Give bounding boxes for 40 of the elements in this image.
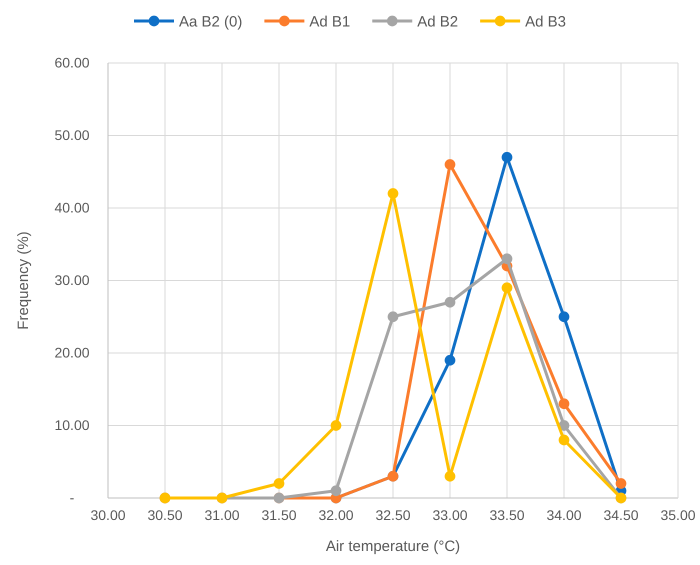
x-tick-label: 34.50	[603, 506, 639, 523]
point	[444, 470, 456, 482]
x-tick-label: 33.00	[432, 506, 468, 523]
point	[444, 354, 456, 366]
point	[274, 478, 284, 489]
x-tick-label: 32.50	[375, 506, 411, 523]
x-tick-label: 33.50	[489, 506, 525, 523]
point	[444, 159, 456, 170]
y-tick-label: 60.00	[54, 54, 90, 70]
legend-label: Aa B2 (0)	[179, 13, 242, 30]
x-tick-label: 31.50	[261, 506, 297, 523]
point	[330, 485, 342, 496]
y-tick-label: -	[70, 489, 75, 506]
y-tick-label: 40.00	[54, 199, 90, 216]
y-tick-label: 10.00	[54, 416, 90, 433]
y-tick-label: 20.00	[54, 344, 90, 360]
legend-label: Ad B2	[417, 13, 458, 30]
point	[502, 253, 512, 264]
point	[616, 478, 626, 489]
point	[444, 296, 456, 308]
x-tick-label: 30.50	[147, 506, 183, 523]
y-axis-title: Frequency (%)	[15, 231, 32, 330]
point	[330, 420, 342, 431]
point	[558, 398, 570, 410]
point	[502, 282, 512, 294]
legend-label: Ad B3	[525, 13, 566, 30]
x-tick-label: 35.00	[660, 506, 696, 523]
y-tick-label: 50.00	[54, 126, 90, 143]
point	[558, 311, 570, 322]
point	[502, 152, 512, 163]
point	[558, 434, 570, 446]
x-tick-label: 34.00	[546, 506, 582, 523]
point	[388, 188, 398, 199]
x-tick-label: 32.00	[318, 506, 354, 523]
y-tick-label: 30.00	[54, 272, 90, 288]
x-tick-label: 31.00	[204, 506, 240, 523]
x-tick-label: 30.00	[90, 506, 126, 523]
point	[388, 311, 398, 322]
x-axis-title: Air temperature (°C)	[326, 538, 460, 555]
legend-label: Ad B1	[309, 13, 350, 30]
